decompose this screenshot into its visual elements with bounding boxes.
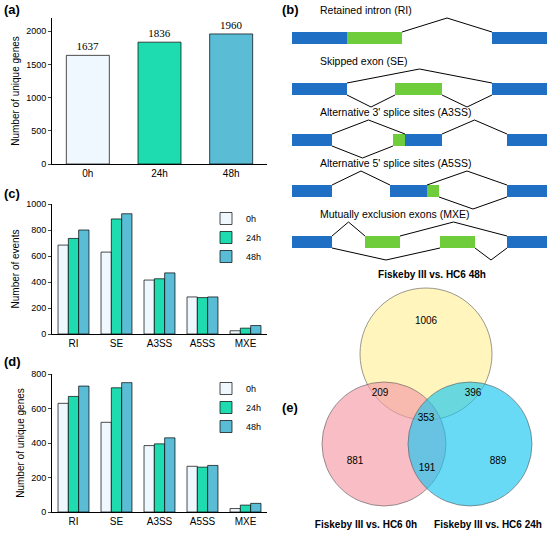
svg-text:24h: 24h	[151, 168, 168, 179]
svg-text:A5SS: A5SS	[190, 338, 216, 349]
html-text:(a): (a)	[4, 2, 20, 17]
svg-text:1500: 1500	[26, 60, 46, 70]
svg-text:RI: RI	[69, 516, 79, 527]
svg-text:1006: 1006	[415, 315, 438, 326]
svg-text:MXE: MXE	[235, 516, 257, 527]
svg-text:209: 209	[372, 387, 389, 398]
svg-text:48h: 48h	[223, 168, 240, 179]
svg-text:Number of unique genes: Number of unique genes	[10, 36, 21, 146]
svg-text:A3SS: A3SS	[147, 516, 173, 527]
svg-text:48h: 48h	[246, 422, 261, 432]
svg-text:881: 881	[347, 455, 364, 466]
svg-text:RI: RI	[69, 338, 79, 349]
svg-text:0: 0	[41, 329, 46, 339]
svg-text:0h: 0h	[246, 214, 256, 224]
svg-text:2000: 2000	[26, 26, 46, 36]
svg-text:0: 0	[41, 507, 46, 517]
svg-text:A5SS: A5SS	[190, 516, 216, 527]
svg-text:353: 353	[418, 412, 435, 423]
svg-text:Mutually exclusion exons (MXE): Mutually exclusion exons (MXE)	[320, 208, 469, 220]
svg-text:400: 400	[31, 438, 46, 448]
svg-text:SE: SE	[110, 516, 124, 527]
svg-text:Fiskeby III vs. HC6 24h: Fiskeby III vs. HC6 24h	[434, 519, 542, 530]
svg-text:Fiskeby III vs. HC6 0h: Fiskeby III vs. HC6 0h	[315, 519, 417, 530]
svg-text:1000: 1000	[26, 93, 46, 103]
svg-text:500: 500	[31, 126, 46, 136]
svg-text:A3SS: A3SS	[147, 338, 173, 349]
svg-text:0h: 0h	[82, 168, 93, 179]
svg-text:24h: 24h	[246, 403, 261, 413]
svg-text:24h: 24h	[246, 233, 261, 243]
svg-text:Fiskeby III vs. HC6 48h: Fiskeby III vs. HC6 48h	[378, 269, 486, 280]
svg-text:200: 200	[31, 303, 46, 313]
svg-text:48h: 48h	[246, 252, 261, 262]
svg-text:Alternative 3' splice sites (A: Alternative 3' splice sites (A3SS)	[320, 106, 471, 118]
svg-text:400: 400	[31, 277, 46, 287]
svg-text:600: 600	[31, 404, 46, 414]
svg-text:0h: 0h	[246, 384, 256, 394]
svg-text:Retained intron (RI): Retained intron (RI)	[320, 4, 412, 16]
svg-text:1836: 1836	[148, 27, 171, 39]
svg-text:600: 600	[31, 251, 46, 261]
html-text:(c): (c)	[4, 186, 20, 201]
svg-text:Alternative 5' splice sites (A: Alternative 5' splice sites (A5SS)	[320, 157, 471, 169]
svg-text:396: 396	[465, 387, 482, 398]
svg-text:1637: 1637	[77, 40, 100, 52]
svg-text:1000: 1000	[26, 199, 46, 209]
html-text:(b): (b)	[282, 2, 299, 17]
svg-text:Skipped exon (SE): Skipped exon (SE)	[320, 55, 408, 67]
svg-text:MXE: MXE	[235, 338, 257, 349]
svg-text:Number of unique genes: Number of unique genes	[15, 388, 26, 498]
svg-text:200: 200	[31, 473, 46, 483]
svg-text:800: 800	[31, 369, 46, 379]
svg-text:800: 800	[31, 225, 46, 235]
svg-text:1960: 1960	[220, 19, 243, 31]
html-text:(d): (d)	[4, 354, 21, 369]
svg-text:889: 889	[490, 455, 507, 466]
svg-text:191: 191	[419, 462, 436, 473]
svg-text:0: 0	[41, 159, 46, 169]
svg-text:Number of events: Number of events	[10, 230, 21, 309]
svg-text:SE: SE	[110, 338, 124, 349]
html-text:(e): (e)	[282, 400, 298, 415]
